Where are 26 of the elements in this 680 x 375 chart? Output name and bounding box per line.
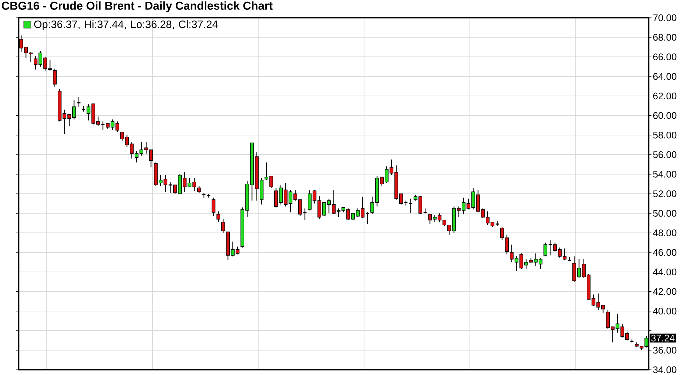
y-tick-label: 40.00 [653,308,677,315]
y-tick-label: 66.00 [653,54,677,60]
y-tick-label: 56.00 [653,152,677,158]
y-tick-label: 36.00 [653,347,677,354]
candlestick [222,219,226,234]
y-tick-label: 54.00 [653,171,677,178]
candlestick [408,198,414,214]
annotation: 37.24 [651,334,675,342]
candlestick [212,198,216,217]
y-tick-label: 68.00 [653,34,677,41]
y-tick-label: 44.00 [653,268,677,276]
y-tick-label: 52.00 [653,190,677,198]
y-tick-label: 42.00 [653,288,677,296]
y-tick-label: 64.00 [653,73,677,80]
candlestick [53,68,57,88]
y-tick-label: 70.00 [654,14,677,22]
y-tick-label: 48.00 [653,230,677,236]
candlestick [216,211,220,223]
y-tick-label: 50.00 [653,210,677,217]
y-tick-label: 60.00 [653,112,677,120]
annotation: Op:36.37, Hi:37.44, Lo:36.28, Cl:37.24 [34,20,218,30]
y-tick-label: 58.00 [653,132,677,139]
y-tick-label: 62.00 [653,92,677,100]
y-tick-label: 34.00 [653,366,677,374]
chart-title: CBG16 - Crude Oil Brent - Daily Candlestick Chart [2,2,273,12]
y-tick-label: 46.00 [653,249,677,256]
